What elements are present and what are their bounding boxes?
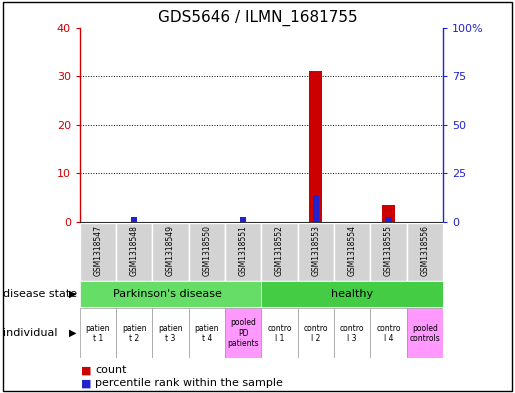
Text: GSM1318549: GSM1318549: [166, 225, 175, 276]
Bar: [370, 308, 406, 358]
Bar: [261, 308, 298, 358]
Bar: [240, 217, 246, 222]
Text: pooled
PD
patients: pooled PD patients: [228, 318, 259, 348]
Text: count: count: [95, 365, 127, 375]
Text: GSM1318551: GSM1318551: [239, 225, 248, 276]
Text: pooled
controls: pooled controls: [409, 323, 440, 343]
Text: ■: ■: [81, 378, 92, 388]
Bar: [188, 308, 225, 358]
Text: patien
t 1: patien t 1: [85, 323, 110, 343]
Bar: [310, 71, 322, 222]
Bar: [116, 308, 152, 358]
Bar: [261, 223, 298, 281]
Text: patien
t 3: patien t 3: [158, 323, 183, 343]
Text: contro
l 1: contro l 1: [267, 323, 292, 343]
Text: Parkinson's disease: Parkinson's disease: [112, 289, 221, 299]
Text: GSM1318552: GSM1318552: [275, 225, 284, 276]
Bar: [152, 308, 188, 358]
Bar: [382, 205, 395, 222]
Bar: [225, 308, 261, 358]
Text: contro
l 2: contro l 2: [303, 323, 328, 343]
Text: disease state: disease state: [3, 289, 77, 299]
Text: GSM1318548: GSM1318548: [130, 225, 139, 276]
Text: GSM1318554: GSM1318554: [348, 225, 356, 276]
Text: GSM1318555: GSM1318555: [384, 225, 393, 276]
Text: ▶: ▶: [68, 328, 76, 338]
Bar: [80, 308, 116, 358]
Text: contro
l 4: contro l 4: [376, 323, 401, 343]
Bar: [80, 281, 261, 307]
Bar: [406, 223, 443, 281]
Text: ■: ■: [81, 365, 92, 375]
Bar: [261, 281, 443, 307]
Text: percentile rank within the sample: percentile rank within the sample: [95, 378, 283, 388]
Bar: [80, 223, 116, 281]
Bar: [131, 217, 138, 222]
Bar: [188, 223, 225, 281]
Text: GSM1318553: GSM1318553: [312, 225, 320, 276]
Text: GSM1318550: GSM1318550: [202, 225, 211, 276]
Text: GSM1318556: GSM1318556: [420, 225, 429, 276]
Bar: [298, 308, 334, 358]
Text: patien
t 2: patien t 2: [122, 323, 147, 343]
Bar: [116, 223, 152, 281]
Bar: [152, 223, 188, 281]
Text: contro
l 3: contro l 3: [340, 323, 365, 343]
Bar: [334, 223, 370, 281]
Bar: [298, 223, 334, 281]
Bar: [370, 223, 406, 281]
Bar: [334, 308, 370, 358]
Bar: [225, 223, 261, 281]
Text: healthy: healthy: [331, 289, 373, 299]
Text: individual: individual: [3, 328, 57, 338]
Text: patien
t 4: patien t 4: [195, 323, 219, 343]
Text: ▶: ▶: [68, 289, 76, 299]
Text: GSM1318547: GSM1318547: [94, 225, 102, 276]
Bar: [406, 308, 443, 358]
Bar: [385, 217, 391, 222]
Bar: [313, 195, 319, 222]
Text: GDS5646 / ILMN_1681755: GDS5646 / ILMN_1681755: [158, 10, 357, 26]
